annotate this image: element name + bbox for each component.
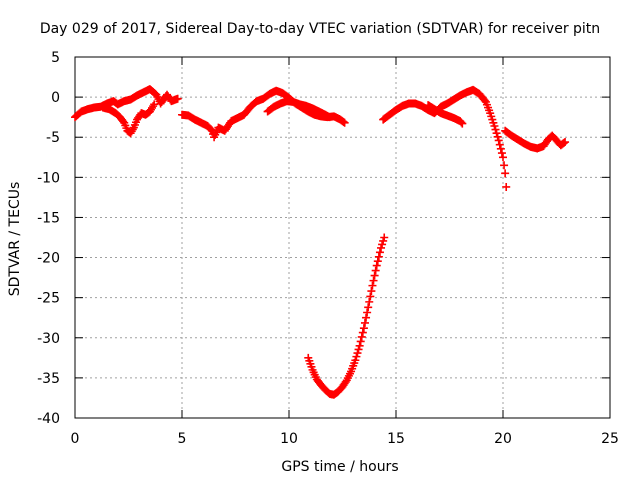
data-point <box>380 233 389 242</box>
data-point <box>374 252 383 261</box>
y-tick-label: -20 <box>37 251 60 267</box>
data-point <box>359 324 368 333</box>
data-point <box>368 281 377 290</box>
data-point <box>370 271 379 280</box>
data-point <box>356 337 365 346</box>
data-point <box>375 248 384 257</box>
data-point <box>502 182 511 191</box>
data-point <box>496 144 505 153</box>
y-tick-label: -30 <box>37 331 60 347</box>
y-tick-label: 5 <box>51 50 60 66</box>
data-point <box>561 138 570 147</box>
y-tick-label: -35 <box>37 371 60 387</box>
series-arc-2 <box>98 100 159 138</box>
data-point <box>351 356 360 365</box>
data-point <box>354 345 363 354</box>
data-point <box>340 118 349 127</box>
series-arc-6 <box>379 85 511 191</box>
y-tick-label: -40 <box>37 411 60 427</box>
y-tick-label: 0 <box>51 90 60 106</box>
chart-title: Day 029 of 2017, Sidereal Day-to-day VTE… <box>40 21 600 37</box>
data-point <box>362 313 371 322</box>
data-point <box>173 94 182 103</box>
y-tick-label: -25 <box>37 291 60 307</box>
data-point <box>490 121 499 130</box>
x-tick-label: 15 <box>387 431 405 447</box>
data-point <box>379 236 388 245</box>
data-point <box>353 349 362 358</box>
x-tick-label: 0 <box>71 431 80 447</box>
y-tick-label: -15 <box>37 210 60 226</box>
data-point <box>325 113 334 122</box>
data-point <box>355 341 364 350</box>
series-arc-8 <box>501 126 570 153</box>
y-tick-labels: 5 0 -5 -10 -15 -20 -25 -30 -35 -40 <box>37 50 60 427</box>
plot-frame <box>74 56 611 419</box>
data-point <box>480 96 489 105</box>
data-point <box>373 257 382 266</box>
data-point <box>149 102 158 111</box>
data-point <box>501 169 510 178</box>
data-point <box>119 117 128 126</box>
x-tick-label: 25 <box>601 431 619 447</box>
data-point <box>369 276 378 285</box>
data-point <box>495 140 504 149</box>
y-tick-label: -5 <box>46 130 60 146</box>
data-points <box>71 85 570 399</box>
series-arc-4 <box>263 97 334 122</box>
y-tick-label: -10 <box>37 170 60 186</box>
axis-ticks <box>74 56 611 419</box>
data-point <box>358 328 367 337</box>
data-point <box>339 117 348 126</box>
data-point <box>491 125 500 134</box>
data-point <box>499 153 507 162</box>
data-point <box>372 261 381 270</box>
data-point <box>559 138 568 147</box>
data-point <box>364 303 373 312</box>
data-point <box>365 297 374 306</box>
data-point <box>378 240 387 249</box>
data-point <box>494 136 503 145</box>
series-arc-7 <box>424 101 467 128</box>
data-point <box>352 352 361 361</box>
data-point <box>458 119 467 128</box>
data-point <box>360 318 369 327</box>
data-point <box>497 149 506 158</box>
data-point <box>357 332 366 341</box>
y-axis-label: SDTVAR / TECUs <box>7 182 23 297</box>
x-tick-label: 10 <box>280 431 298 447</box>
data-point <box>363 308 372 317</box>
series-arc-5 <box>304 233 389 399</box>
data-point <box>371 266 380 275</box>
data-point <box>492 129 501 138</box>
data-point <box>500 161 509 170</box>
data-point <box>367 287 376 296</box>
x-tick-label: 5 <box>178 431 187 447</box>
data-point <box>377 243 386 252</box>
data-point <box>457 118 466 127</box>
data-point <box>493 132 502 141</box>
x-tick-labels: 0 5 10 15 20 25 <box>71 431 619 447</box>
data-point <box>366 292 375 301</box>
x-tick-label: 20 <box>494 431 512 447</box>
data-point <box>150 100 159 109</box>
x-axis-label: GPS time / hours <box>281 459 398 475</box>
